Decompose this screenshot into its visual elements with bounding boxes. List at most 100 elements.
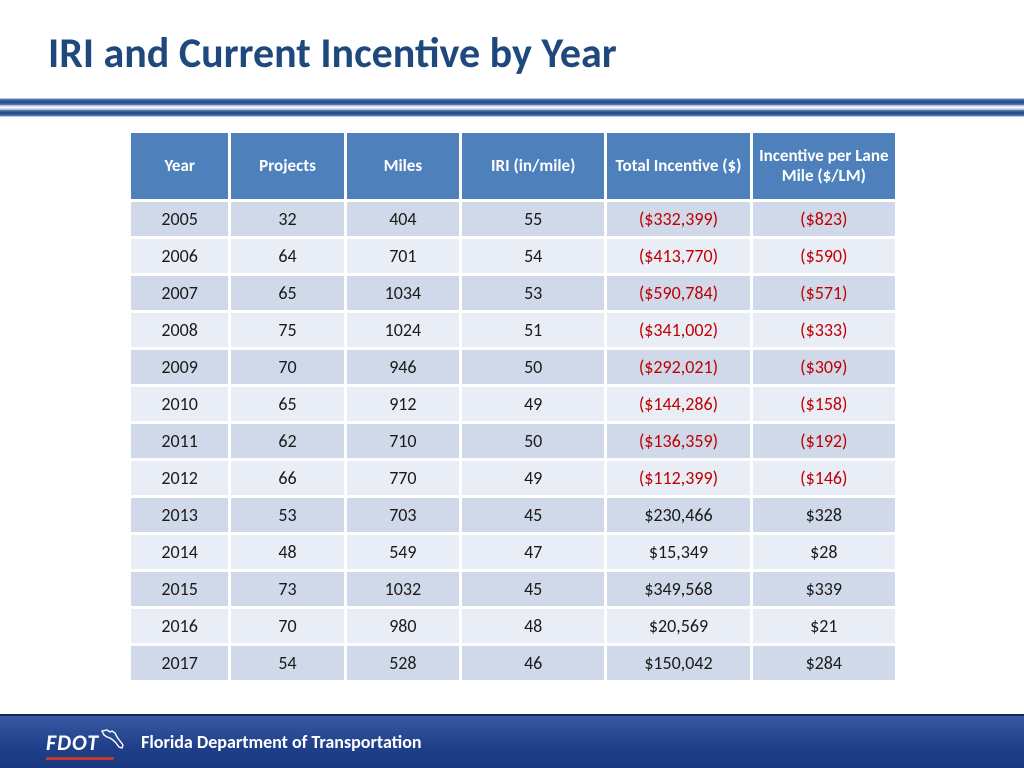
table-row: 20175452846$150,042$284 <box>131 646 895 680</box>
table-cell: 912 <box>347 387 459 421</box>
table-cell: 549 <box>347 535 459 569</box>
table-cell: 51 <box>462 313 604 347</box>
table-row: 20066470154($413,770)($590) <box>131 239 895 273</box>
fdot-logo-text: FDOT <box>46 728 127 756</box>
table-cell: ($112,399) <box>607 461 749 495</box>
table-cell: 2012 <box>131 461 228 495</box>
table-cell: $20,569 <box>607 609 749 643</box>
table-cell: ($136,359) <box>607 424 749 458</box>
table-cell: 2016 <box>131 609 228 643</box>
table-cell: ($823) <box>753 202 895 236</box>
table-row: 20126677049($112,399)($146) <box>131 461 895 495</box>
data-table-container: YearProjectsMilesIRI (in/mile)Total Ince… <box>128 130 898 683</box>
table-cell: 2005 <box>131 202 228 236</box>
fdot-logo-letters: FDOT <box>46 729 99 756</box>
page-title: IRI and Current Incentive by Year <box>48 28 617 79</box>
table-row: 20053240455($332,399)($823) <box>131 202 895 236</box>
table-row: 201573103245$349,568$339 <box>131 572 895 606</box>
table-cell: 53 <box>231 498 343 532</box>
table-cell: 55 <box>462 202 604 236</box>
table-cell: $284 <box>753 646 895 680</box>
table-cell: 770 <box>347 461 459 495</box>
table-row: 20106591249($144,286)($158) <box>131 387 895 421</box>
table-cell: 1034 <box>347 276 459 310</box>
table-cell: ($158) <box>753 387 895 421</box>
table-cell: ($590,784) <box>607 276 749 310</box>
table-cell: ($341,002) <box>607 313 749 347</box>
logo-red-underline <box>45 757 114 760</box>
table-header-cell: IRI (in/mile) <box>462 133 604 199</box>
table-cell: 2017 <box>131 646 228 680</box>
table-cell: 2015 <box>131 572 228 606</box>
table-row: 20167098048$20,569$21 <box>131 609 895 643</box>
table-header-cell: Projects <box>231 133 343 199</box>
footer-dept-name: Florida Department of Transportation <box>141 731 421 753</box>
table-cell: 70 <box>231 609 343 643</box>
table-cell: 1024 <box>347 313 459 347</box>
table-cell: 2010 <box>131 387 228 421</box>
table-cell: 2011 <box>131 424 228 458</box>
table-cell: ($590) <box>753 239 895 273</box>
table-cell: 48 <box>231 535 343 569</box>
table-cell: 2007 <box>131 276 228 310</box>
table-cell: 701 <box>347 239 459 273</box>
table-cell: 70 <box>231 350 343 384</box>
table-header-cell: Total Incentive ($) <box>607 133 749 199</box>
table-cell: 703 <box>347 498 459 532</box>
table-cell: 54 <box>462 239 604 273</box>
table-cell: 2013 <box>131 498 228 532</box>
table-cell: $21 <box>753 609 895 643</box>
table-cell: 65 <box>231 387 343 421</box>
table-cell: $28 <box>753 535 895 569</box>
table-cell: $339 <box>753 572 895 606</box>
table-cell: 46 <box>462 646 604 680</box>
table-cell: 65 <box>231 276 343 310</box>
table-cell: 53 <box>462 276 604 310</box>
table-cell: 528 <box>347 646 459 680</box>
table-cell: 75 <box>231 313 343 347</box>
table-cell: $230,466 <box>607 498 749 532</box>
table-cell: 404 <box>347 202 459 236</box>
table-cell: ($192) <box>753 424 895 458</box>
table-row: 200875102451($341,002)($333) <box>131 313 895 347</box>
table-cell: 64 <box>231 239 343 273</box>
table-cell: 2009 <box>131 350 228 384</box>
data-table: YearProjectsMilesIRI (in/mile)Total Ince… <box>128 130 898 683</box>
table-row: 200765103453($590,784)($571) <box>131 276 895 310</box>
table-row: 20097094650($292,021)($309) <box>131 350 895 384</box>
table-cell: 54 <box>231 646 343 680</box>
table-cell: 32 <box>231 202 343 236</box>
table-cell: 710 <box>347 424 459 458</box>
table-cell: $328 <box>753 498 895 532</box>
slide: IRI and Current Incentive by Year YearPr… <box>0 0 1024 768</box>
table-cell: 62 <box>231 424 343 458</box>
table-cell: ($571) <box>753 276 895 310</box>
table-cell: ($333) <box>753 313 895 347</box>
table-cell: $349,568 <box>607 572 749 606</box>
table-cell: 47 <box>462 535 604 569</box>
title-underline <box>0 98 1024 118</box>
table-cell: 946 <box>347 350 459 384</box>
table-cell: 66 <box>231 461 343 495</box>
florida-outline-icon <box>101 728 127 756</box>
table-cell: 2008 <box>131 313 228 347</box>
table-cell: ($332,399) <box>607 202 749 236</box>
table-header-row: YearProjectsMilesIRI (in/mile)Total Ince… <box>131 133 895 199</box>
table-cell: $15,349 <box>607 535 749 569</box>
table-cell: 45 <box>462 572 604 606</box>
fdot-logo: FDOT <box>46 728 127 756</box>
table-cell: 2006 <box>131 239 228 273</box>
table-cell: ($292,021) <box>607 350 749 384</box>
table-cell: ($309) <box>753 350 895 384</box>
table-header-cell: Incentive per Lane Mile ($/LM) <box>753 133 895 199</box>
footer: FDOT Florida Department of Transportatio… <box>0 714 1024 768</box>
table-row: 20135370345$230,466$328 <box>131 498 895 532</box>
table-cell: 50 <box>462 350 604 384</box>
table-cell: 1032 <box>347 572 459 606</box>
table-cell: 45 <box>462 498 604 532</box>
table-header-cell: Year <box>131 133 228 199</box>
table-cell: 49 <box>462 461 604 495</box>
table-cell: 50 <box>462 424 604 458</box>
table-cell: ($413,770) <box>607 239 749 273</box>
table-header-cell: Miles <box>347 133 459 199</box>
